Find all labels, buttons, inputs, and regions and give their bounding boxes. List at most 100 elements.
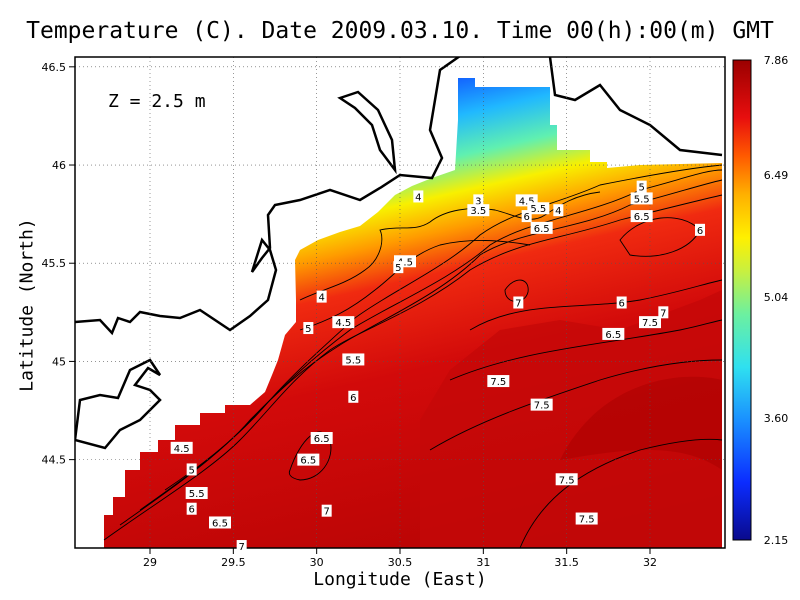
contour-label: 6.5	[300, 456, 316, 467]
contour-label: 3.5	[470, 206, 486, 217]
contour-label-box	[513, 296, 524, 309]
contour-label-box	[521, 210, 532, 223]
contour-label: 4.5	[397, 257, 413, 268]
contour-label: 7.5	[490, 377, 506, 388]
grid-lines	[75, 57, 725, 548]
contour-label-box	[236, 540, 247, 553]
x-tick-label: 29.5	[221, 556, 246, 569]
contour-label-box	[555, 473, 578, 486]
contour-label: 4.5	[174, 444, 190, 455]
contour-label-box	[310, 432, 333, 445]
contour-label-box	[630, 192, 653, 205]
crimea-coast	[75, 358, 162, 450]
contour-label: 5.5	[530, 204, 546, 215]
contour-label-box	[321, 504, 332, 517]
contour-label-box	[348, 390, 359, 403]
contour-lines	[103, 164, 723, 548]
temperature-field	[75, 57, 723, 548]
contour-label-box	[695, 223, 705, 236]
contour-label-box	[473, 194, 484, 207]
colorbar	[732, 59, 752, 541]
colorbar-tick-label: 6.49	[764, 169, 789, 182]
contour-label: 7	[323, 507, 329, 518]
warm-core	[420, 290, 722, 548]
y-tick-label: 45.5	[42, 257, 67, 270]
contour-label-box	[602, 327, 625, 340]
contour-label-box	[467, 204, 490, 217]
y-tick-label: 45	[52, 355, 66, 368]
depth-label: Z = 2.5 m	[108, 91, 206, 112]
contour-label: 7	[660, 308, 666, 319]
contour-label-box	[303, 322, 314, 335]
y-axis-ticks: 44.5 45 45.5 46 46.5	[42, 61, 75, 467]
contour-label: 7	[515, 299, 521, 310]
contour-label: 5.5	[189, 489, 205, 500]
contour-label: 6.5	[212, 518, 228, 529]
contour-label-box	[186, 463, 197, 476]
contour-label: 6	[697, 226, 703, 237]
contour-label-box	[170, 441, 193, 454]
contour-label-box	[575, 512, 598, 525]
contour-label-box	[639, 316, 661, 329]
contour-label: 4	[318, 293, 324, 304]
contour-label: 7	[238, 542, 244, 553]
y-tick-label: 46.5	[42, 61, 67, 74]
contour-label-box	[630, 210, 653, 223]
contour-label: 7.5	[534, 401, 550, 412]
x-tick-label: 30	[310, 556, 324, 569]
contour-label: 6.5	[634, 212, 650, 223]
contour-label-box	[342, 353, 365, 366]
contour-label-box	[297, 453, 320, 466]
x-axis-ticks: 29 29.5 30 30.5 31 31.5 32	[143, 548, 657, 569]
contour-label-box	[393, 261, 404, 274]
contour-label: 7.5	[559, 475, 575, 486]
contour-label-box	[530, 221, 553, 234]
contour-label: 5.5	[345, 355, 361, 366]
contour-label: 4	[415, 192, 421, 203]
x-tick-label: 30.5	[388, 556, 413, 569]
coastline-north	[548, 57, 723, 157]
colorbar-tick-label: 5.04	[764, 291, 789, 304]
contour-label: 6	[188, 505, 194, 516]
chart-title: Temperature (C). Date 2009.03.10. Time 0…	[26, 18, 774, 44]
x-tick-label: 29	[143, 556, 157, 569]
x-tick-label: 32	[643, 556, 657, 569]
contour-label-box	[636, 180, 647, 193]
x-tick-label: 31.5	[554, 556, 579, 569]
contour-label: 5.5	[634, 194, 650, 205]
colorbar-tick-label: 2.15	[764, 534, 789, 547]
contour-label-box	[487, 375, 510, 388]
colorbar-tick-label: 7.86	[764, 54, 789, 67]
warm-core-deep	[560, 376, 722, 470]
contour-label: 4.5	[519, 196, 535, 207]
contour-label: 7.5	[579, 515, 595, 526]
contour-label-box	[527, 202, 550, 215]
contour-label: 6.5	[534, 224, 550, 235]
contour-label: 3	[475, 196, 481, 207]
colorbar-ticks: 7.86 6.49 5.04 3.60 2.15	[764, 54, 789, 547]
contour-label: 4	[555, 206, 561, 217]
colorbar-tick-label: 3.60	[764, 412, 789, 425]
contour-label: 6.5	[605, 330, 621, 341]
contour-label: 5	[395, 263, 401, 274]
contour-label-box	[394, 255, 416, 268]
x-tick-label: 31	[476, 556, 490, 569]
contour-label-box	[209, 516, 231, 529]
contour-label-box	[616, 296, 627, 309]
contour-label-box	[332, 316, 355, 329]
coastline	[75, 57, 461, 336]
island-outline	[337, 90, 397, 175]
contour-label: 6	[350, 393, 356, 404]
contour-label-box	[658, 306, 669, 319]
contour-label: 5	[305, 324, 311, 335]
contour-label: 5	[638, 183, 644, 194]
contour-label: 6	[618, 299, 624, 310]
x-axis-label: Longitude (East)	[313, 569, 487, 590]
contour-label-box	[316, 290, 327, 303]
contour-label: 5	[188, 465, 194, 476]
contour-label-box	[530, 398, 553, 411]
contour-label-box	[186, 502, 197, 515]
y-tick-label: 44.5	[42, 454, 67, 467]
